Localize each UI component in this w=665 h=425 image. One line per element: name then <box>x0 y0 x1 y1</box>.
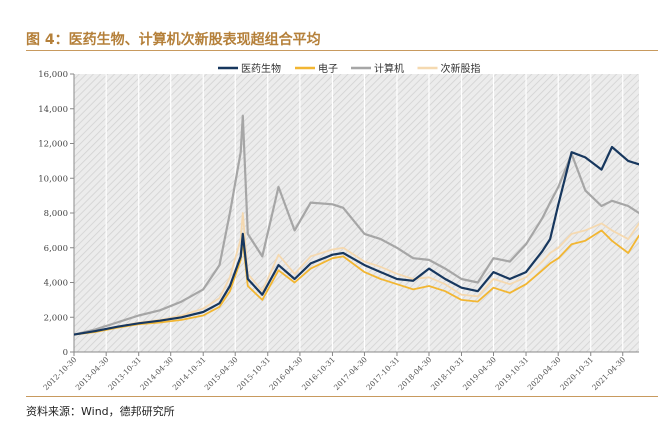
y-tick-label: 6,000 <box>44 244 68 254</box>
x-tick-label: 2016-04-30 <box>267 355 304 392</box>
y-tick-label: 12,000 <box>38 140 68 150</box>
x-tick-label: 2017-10-31 <box>364 355 401 392</box>
y-axis: 0 2,000 4,000 6,000 8,000 10,000 12,000 14,000 1… <box>38 70 75 358</box>
legend-label-2: 计算机 <box>374 62 404 75</box>
y-tick-label: 0 <box>63 348 68 358</box>
x-tick-label: 2014-04-30 <box>138 355 175 392</box>
y-tick-label: 2,000 <box>44 313 68 323</box>
x-tick-label: 2013-10-31 <box>106 355 143 392</box>
series-line-0 <box>74 145 639 336</box>
y-tick-label: 4,000 <box>44 279 68 289</box>
legend-label-1: 电子 <box>318 62 338 75</box>
series-line-1 <box>74 229 639 336</box>
x-tick-label: 2015-04-30 <box>203 355 240 392</box>
x-tick-label: 2018-10-31 <box>429 355 466 392</box>
footer-divider <box>26 396 658 397</box>
series-lines <box>74 114 639 336</box>
x-tick-label: 2020-10-31 <box>558 355 595 392</box>
x-tick-label: 2017-04-30 <box>332 355 369 392</box>
legend-label-0: 医药生物 <box>241 62 281 75</box>
series-line-2 <box>74 114 639 336</box>
x-tick-label: 2020-04-30 <box>526 355 563 392</box>
x-tick-label: 2018-04-30 <box>396 355 433 392</box>
y-tick-label: 10,000 <box>38 174 68 184</box>
figure-title: 图 4：医药生物、计算机次新股表现超组合平均 <box>26 32 321 48</box>
legend-label-3: 次新股指 <box>441 62 481 75</box>
x-tick-label: 2019-10-31 <box>494 355 531 392</box>
y-tick-label: 8,000 <box>44 209 68 219</box>
series-line-3 <box>74 212 639 336</box>
y-tick-label: 14,000 <box>38 105 68 115</box>
x-tick-label: 2013-04-30 <box>74 355 111 392</box>
line-chart: 0 2,000 4,000 6,000 8,000 10,000 12,000 14,000 1… <box>38 62 639 392</box>
x-axis: 2012-10-302013-04-302013-10-312014-04-30… <box>41 351 639 392</box>
x-tick-label: 2016-10-31 <box>300 355 337 392</box>
y-tick-label: 16,000 <box>38 70 68 80</box>
x-tick-label: 2012-10-30 <box>41 355 78 392</box>
x-tick-label: 2019-04-30 <box>461 355 498 392</box>
x-tick-label: 2014-10-31 <box>171 355 208 392</box>
source-note: 资料来源：Wind，德邦研究所 <box>26 405 175 418</box>
vertical-gridlines <box>73 74 624 352</box>
x-tick-label: 2015-10-31 <box>235 355 272 392</box>
x-tick-label: 2021-04-30 <box>590 355 627 392</box>
title-divider <box>26 50 658 51</box>
legend: 医药生物 电子 计算机 次新股指 <box>218 62 481 75</box>
